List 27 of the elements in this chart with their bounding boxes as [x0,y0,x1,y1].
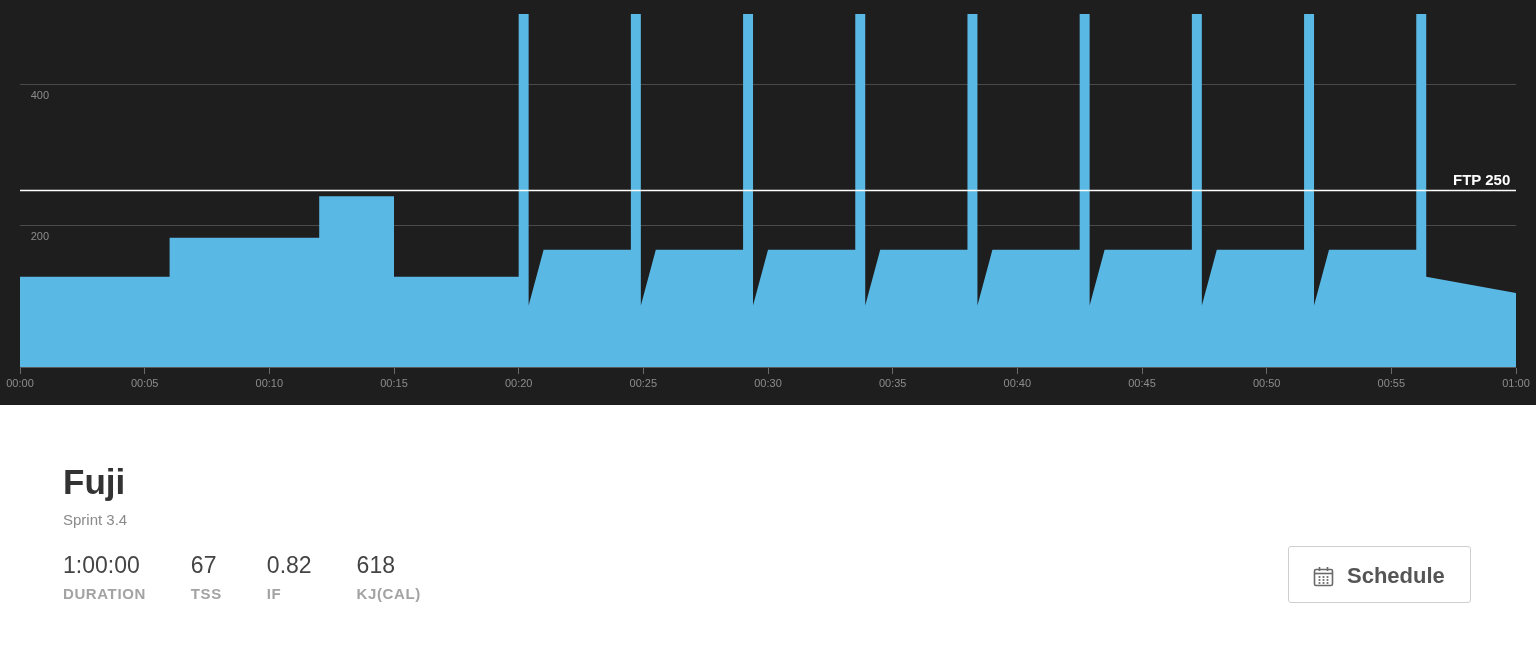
x-tick-label: 00:45 [1128,377,1156,390]
x-tick-label: 00:10 [255,377,284,390]
y-tick-label: 400 [30,88,49,101]
ref-line-label: FTP 250 [1453,171,1511,188]
x-tick-label: 00:15 [380,377,408,390]
schedule-button[interactable]: Schedule [1288,546,1471,603]
text: DURATION [63,585,146,602]
text: Sprint 3.4 [63,511,128,528]
text: KJ(CAL) [356,585,421,602]
y-tick-label: 200 [30,229,49,242]
x-tick-label: 00:35 [878,377,907,390]
text: 1:00:00 [63,552,141,578]
text: Fuji [63,462,126,501]
x-tick-label: 00:00 [6,377,34,390]
x-tick-label: 00:05 [130,377,159,390]
x-tick-label: 01:00 [1502,377,1530,390]
x-tick-label: 00:30 [754,377,782,390]
text: TSS [190,585,222,602]
x-tick-label: 00:55 [1377,377,1406,390]
text: 618 [356,552,396,578]
text: 67 [190,552,218,578]
x-tick-label: 00:25 [629,377,658,390]
text: IF [266,585,283,602]
x-tick-label: 00:50 [1252,377,1281,390]
x-tick-label: 00:40 [1003,377,1032,390]
text: 0.82 [266,552,312,578]
x-tick-label: 00:20 [504,377,533,390]
